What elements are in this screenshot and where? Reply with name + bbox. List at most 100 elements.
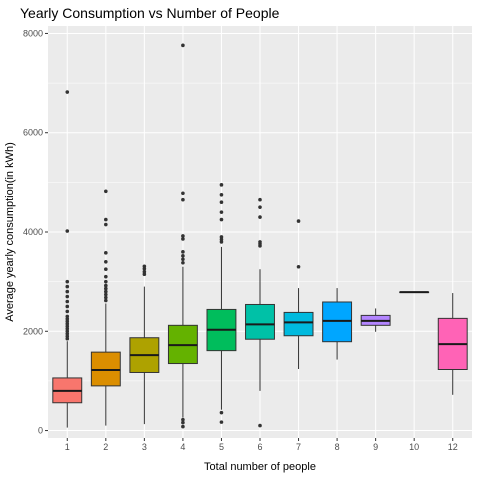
- outlier-point: [65, 294, 70, 299]
- box-group-5: [206, 183, 237, 424]
- outlier-point: [65, 334, 70, 339]
- box-group-4: [167, 43, 198, 429]
- outlier-point: [219, 200, 224, 205]
- box-group-12: [437, 293, 468, 395]
- x-tick-label: 10: [409, 442, 419, 452]
- outlier-point: [258, 197, 262, 202]
- box-group-7: [283, 219, 314, 370]
- outlier-point: [104, 189, 108, 194]
- outlier-point: [181, 250, 185, 254]
- outlier-point: [65, 299, 70, 304]
- x-tick-label: 1: [65, 442, 70, 452]
- x-tick-label: 7: [296, 442, 301, 452]
- outlier-point: [65, 304, 70, 309]
- outlier-point: [219, 192, 224, 197]
- outlier-point: [219, 210, 224, 214]
- box-group-1: [52, 90, 83, 428]
- box-group-3: [129, 264, 160, 425]
- y-tick-label: 6000: [23, 128, 43, 138]
- outlier-point: [65, 317, 70, 321]
- outlier-point: [104, 222, 108, 227]
- outlier-point: [65, 229, 70, 233]
- box-group-6: [245, 197, 275, 428]
- outlier-point: [181, 254, 185, 258]
- outlier-point: [181, 424, 185, 429]
- box: [245, 303, 275, 340]
- x-tick-label: 12: [448, 442, 458, 452]
- outlier-point: [181, 417, 185, 422]
- outlier-point: [142, 269, 147, 274]
- outlier-point: [65, 314, 70, 319]
- outlier-point: [258, 215, 262, 219]
- outlier-point: [104, 289, 108, 294]
- outlier-point: [181, 197, 185, 202]
- outlier-point: [65, 336, 70, 341]
- outlier-point: [181, 257, 185, 262]
- x-axis-title: Total number of people: [204, 461, 316, 473]
- outlier-point: [104, 217, 108, 222]
- outlier-point: [104, 286, 108, 291]
- outlier-point: [65, 324, 70, 329]
- outlier-point: [181, 237, 185, 241]
- x-tick-label: 8: [335, 442, 340, 452]
- outlier-point: [181, 420, 185, 425]
- y-tick-label: 8000: [23, 28, 43, 38]
- x-tick-label: 2: [103, 442, 108, 452]
- outlier-point: [296, 264, 301, 269]
- outlier-point: [65, 279, 70, 284]
- outlier-point: [181, 260, 185, 265]
- outlier-point: [104, 283, 108, 288]
- box: [283, 311, 314, 337]
- outlier-point: [65, 329, 70, 334]
- outlier-point: [219, 235, 224, 239]
- box-group-2: [90, 189, 121, 426]
- outlier-point: [65, 326, 70, 331]
- chart-title: Yearly Consumption vs Number of People: [20, 5, 280, 21]
- box-group-8: [322, 288, 353, 360]
- outlier-point: [258, 423, 262, 428]
- outlier-point: [65, 90, 70, 94]
- outlier-point: [219, 217, 224, 222]
- outlier-point: [65, 319, 70, 324]
- outlier-point: [181, 43, 185, 48]
- outlier-point: [296, 219, 301, 223]
- y-tick-label: 4000: [23, 227, 43, 237]
- outlier-point: [104, 292, 108, 297]
- outlier-point: [219, 420, 224, 424]
- x-tick-label: 4: [180, 442, 185, 452]
- outlier-point: [258, 205, 262, 209]
- outlier-point: [104, 251, 108, 255]
- x-tick-label: 6: [257, 442, 262, 452]
- outlier-point: [181, 234, 185, 238]
- x-tick-label: 5: [219, 442, 224, 452]
- outlier-point: [219, 410, 224, 415]
- outlier-point: [219, 183, 224, 187]
- outlier-point: [65, 309, 70, 314]
- outlier-point: [104, 274, 108, 279]
- y-tick-label: 0: [38, 426, 43, 436]
- y-tick-label: 2000: [23, 326, 43, 336]
- outlier-point: [65, 331, 70, 336]
- box-group-10: [399, 291, 430, 294]
- outlier-point: [65, 289, 70, 294]
- outlier-point: [181, 191, 185, 196]
- y-axis: 0 2000 4000 6000 8000: [23, 28, 48, 436]
- outlier-point: [142, 272, 147, 276]
- outlier-point: [104, 267, 108, 272]
- x-tick-label: 9: [373, 442, 378, 452]
- box-group-9: [360, 308, 391, 332]
- x-tick-label: 3: [142, 442, 147, 452]
- x-axis: 1 2 3 4 5 6 7 8 9 10 12: [65, 438, 458, 452]
- outlier-point: [104, 259, 108, 264]
- outlier-point: [104, 279, 108, 284]
- outlier-point: [104, 298, 108, 303]
- outlier-point: [258, 240, 262, 244]
- outlier-point: [219, 237, 224, 242]
- boxes-layer: [52, 43, 468, 429]
- y-axis-title: Average yearly consumption(in kWh): [4, 142, 16, 322]
- outlier-point: [65, 284, 70, 289]
- outlier-point: [104, 295, 108, 300]
- outlier-point: [65, 322, 70, 326]
- outlier-point: [142, 264, 147, 269]
